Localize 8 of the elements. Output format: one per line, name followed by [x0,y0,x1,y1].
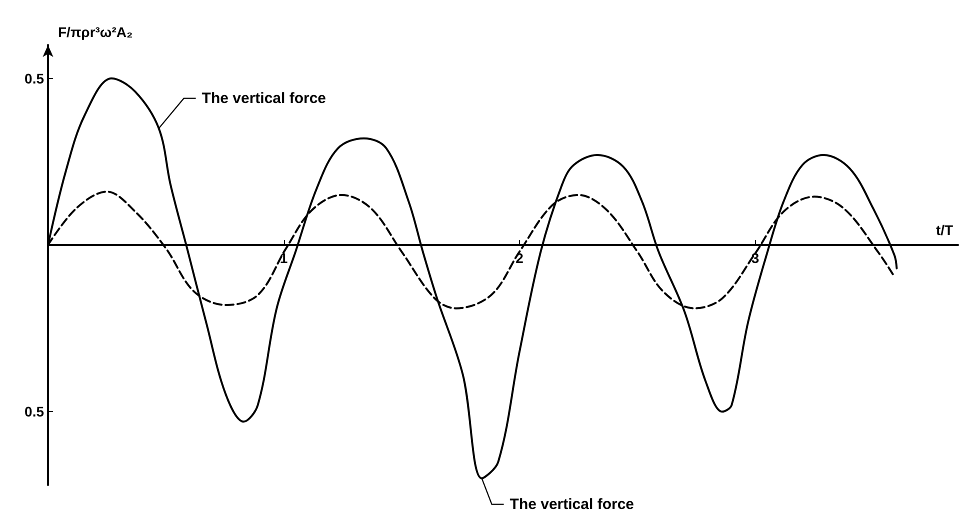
y-axis-title: F/πρr³ω²A₂ [58,24,133,40]
y-tick-label: 0.5 [24,70,44,86]
x-tick-label: 1 [280,250,288,266]
x-tick-label: 3 [751,250,760,266]
x-axis-title: t/T [936,222,954,238]
annotation: The vertical force [510,496,634,513]
annotation: The vertical force [202,90,326,107]
y-tick-label: 0.5 [24,404,44,420]
